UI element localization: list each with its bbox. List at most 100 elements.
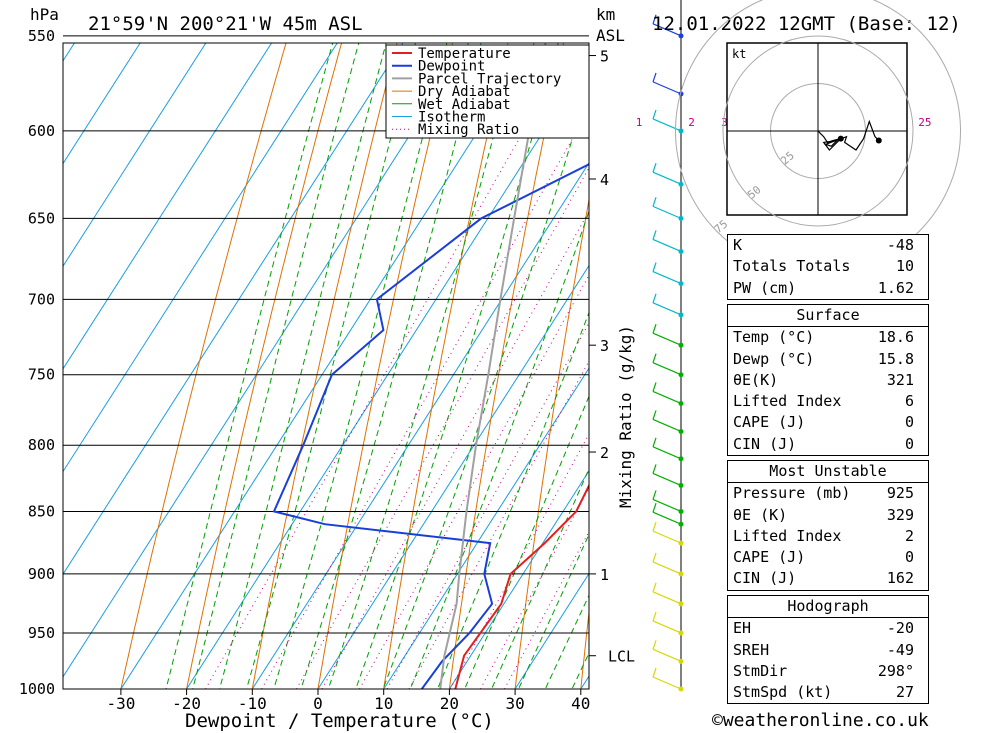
wind-barb-column: [652, 0, 684, 692]
row-value: 925: [886, 484, 914, 503]
wind-barb-shaft: [652, 561, 682, 575]
wind-barb-shaft: [652, 23, 682, 37]
legend-item-label: Dewpoint: [418, 59, 485, 75]
row-value: 15.8: [877, 349, 914, 368]
km-tick-label: 4: [600, 171, 609, 189]
pressure-tick-label: 550: [28, 27, 55, 45]
wind-barb-flag: [652, 230, 657, 240]
pressure-tick-label: 650: [28, 209, 55, 227]
wind-barb-shaft: [652, 302, 682, 316]
wind-barb-flag: [652, 163, 657, 173]
wind-barb-shaft: [652, 362, 682, 376]
temperature-line: [454, 483, 589, 689]
wind-barb-flag: [652, 262, 657, 272]
wind-barb-flag: [652, 552, 657, 563]
wet-adiabat-line: [327, 43, 519, 689]
table-row: SREH -49: [728, 640, 928, 661]
pressure-tick-label: 700: [28, 290, 55, 308]
temperature-tick-label: 20: [440, 694, 459, 713]
asl-unit-label: ASL: [596, 26, 625, 45]
table-row: CIN (J) 0: [728, 434, 928, 455]
row-label: StmDir: [733, 661, 788, 680]
wet-adiabat-line: [219, 43, 387, 689]
row-label: CIN (J): [733, 434, 797, 453]
wind-barb-shaft: [652, 530, 682, 544]
row-label: Dewp (°C): [733, 349, 815, 368]
mixing-ratio-line: [386, 321, 589, 689]
plot-frame: [62, 42, 590, 690]
credit-link[interactable]: ©weatheronline.co.uk: [712, 710, 929, 731]
wind-barb-shaft: [652, 591, 682, 605]
row-value: -20: [886, 619, 914, 638]
temperature-tick-label: 30: [505, 694, 524, 713]
wet-adiabat-line: [165, 43, 334, 689]
indices-table: K -48 Totals Totals 10 PW (cm) 1.62: [727, 234, 929, 300]
isotherm-line: [63, 43, 470, 678]
wind-barb-flag: [652, 109, 657, 120]
table-row: EH -20: [728, 618, 928, 639]
km-tick-label: 1: [600, 566, 609, 584]
pressure-tick-label: 1000: [19, 680, 55, 698]
dry-adiabat-line: [975, 0, 1000, 733]
row-label: EH: [733, 619, 752, 638]
wind-barb-shaft: [652, 332, 682, 346]
lcl-label: LCL: [608, 648, 635, 666]
wind-barb-shaft: [652, 676, 682, 690]
row-label: PW (cm): [733, 278, 797, 297]
table-row: Temp (°C) 18.6: [728, 327, 928, 348]
wind-barb-shaft: [652, 81, 682, 95]
table-row: θE (K) 329: [728, 505, 928, 526]
mixing-ratio-label: 1: [636, 116, 643, 129]
row-label: CIN (J): [733, 569, 797, 588]
mixing-ratio-line: [408, 360, 589, 689]
wind-barb-shaft: [652, 648, 682, 662]
isotherm-line: [120, 43, 535, 689]
wind-barb-shaft: [652, 238, 682, 253]
wind-barb-shaft: [652, 511, 682, 525]
dry-adiabat-line: [514, 197, 589, 689]
mixing-ratio-line: [321, 210, 589, 689]
wind-barb-flag: [652, 323, 657, 334]
legend-item-label: Mixing Ratio: [418, 122, 519, 138]
isotherm-line: [448, 469, 589, 689]
pressure-tick-label: 750: [28, 366, 55, 384]
row-value: 298°: [877, 661, 914, 680]
temperature-tick-label: -20: [172, 694, 201, 713]
wind-barb-flag: [652, 667, 657, 678]
hodograph-table: Hodograph EH -20 SREH -49 StmDir 298° StmSpd (…: [727, 595, 929, 705]
table-row: CAPE (J) 0: [728, 547, 928, 568]
row-label: Lifted Index: [733, 526, 842, 545]
wind-barb-flag: [652, 521, 657, 532]
row-label: Temp (°C): [733, 328, 815, 347]
table-row: StmSpd (kt) 27: [728, 682, 928, 703]
mixing-ratio-line: [449, 433, 589, 689]
pressure-tick-label: 850: [28, 502, 55, 520]
dry-adiabat-line: [448, 43, 565, 689]
wind-barb-shaft: [652, 472, 682, 486]
legend-item-label: Wet Adiabat: [418, 97, 511, 113]
wind-barb-flag: [652, 72, 657, 83]
pressure-tick-label: 900: [28, 565, 55, 583]
isotherm-line: [317, 264, 589, 689]
mixing-ratio-label: 3: [721, 116, 728, 129]
row-value: 27: [895, 683, 914, 702]
row-value: 0: [904, 548, 914, 567]
table-row: θE(K) 321: [728, 370, 928, 391]
temperature-tick-label: -10: [238, 694, 267, 713]
wind-barb-flag: [652, 490, 657, 500]
mixing-ratio-axis-title: Mixing Ratio (g/kg): [616, 325, 635, 508]
table-row: K -48: [728, 235, 928, 256]
temperature-tick-label: -30: [106, 694, 135, 713]
parcel-trajectory-line: [439, 43, 547, 689]
row-value: -48: [886, 236, 914, 254]
isotherm-line: [383, 367, 589, 689]
row-value: 329: [886, 505, 914, 524]
wind-barb-flag: [652, 14, 657, 25]
row-label: StmSpd (kt): [733, 683, 833, 702]
table-row: Totals Totals 10: [728, 256, 928, 277]
table-row: CIN (J) 162: [728, 568, 928, 589]
row-label: SREH: [733, 640, 770, 659]
